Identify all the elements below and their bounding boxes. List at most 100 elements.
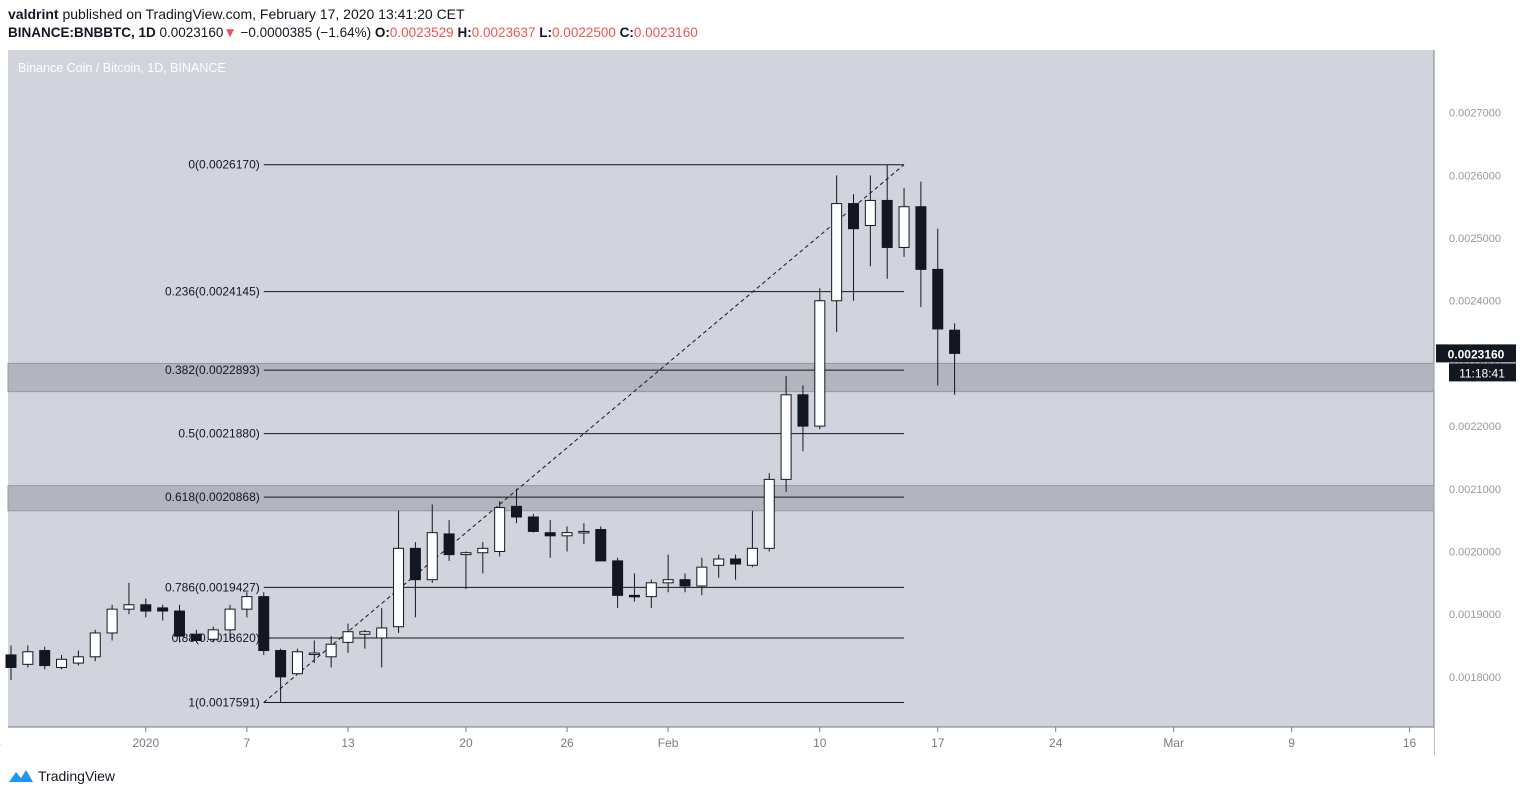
high-label: H: xyxy=(457,25,472,40)
candle[interactable] xyxy=(544,520,556,558)
candle-body-down xyxy=(5,654,17,668)
x-tick-label: Mar xyxy=(1163,736,1184,750)
candle[interactable] xyxy=(746,510,758,568)
candle[interactable] xyxy=(207,626,219,643)
support-zone[interactable] xyxy=(7,362,1435,393)
candle[interactable] xyxy=(308,640,320,664)
tradingview-brand: TradingView xyxy=(38,768,116,784)
candle[interactable] xyxy=(511,488,522,524)
fib-trendline[interactable] xyxy=(263,164,905,703)
candle-body-down xyxy=(949,329,961,354)
candle[interactable] xyxy=(780,375,792,492)
candle[interactable] xyxy=(376,607,388,668)
support-zone[interactable] xyxy=(7,485,1435,512)
candle[interactable] xyxy=(190,629,202,643)
candle[interactable] xyxy=(393,510,405,633)
candle[interactable] xyxy=(595,526,607,562)
candle[interactable] xyxy=(713,554,725,578)
candle[interactable] xyxy=(460,551,472,590)
low-label: L: xyxy=(539,25,553,40)
candle[interactable] xyxy=(763,473,775,552)
candle[interactable] xyxy=(359,629,371,649)
x-tick-label: 7 xyxy=(244,736,251,750)
candle[interactable] xyxy=(848,194,859,301)
fib-level-label: 0.5(0.0021880) xyxy=(178,427,259,441)
candle[interactable] xyxy=(494,501,506,557)
close-value: 0.0023160 xyxy=(633,25,698,40)
candle[interactable] xyxy=(915,181,927,308)
candle[interactable] xyxy=(224,604,236,640)
author-name[interactable]: valdrint xyxy=(8,6,59,22)
candle[interactable] xyxy=(106,604,118,641)
price-axis[interactable] xyxy=(1434,50,1516,727)
candle[interactable] xyxy=(612,557,624,608)
candle[interactable] xyxy=(426,504,438,583)
close-label: C: xyxy=(619,25,634,40)
candle[interactable] xyxy=(56,654,68,670)
x-tick-label: 20 xyxy=(459,736,473,750)
candle[interactable] xyxy=(696,557,708,596)
candle-body-up xyxy=(342,631,354,643)
candle[interactable] xyxy=(409,542,421,618)
candle[interactable] xyxy=(831,175,843,333)
candle[interactable] xyxy=(5,645,17,680)
candle-body-up xyxy=(578,530,590,534)
candle[interactable] xyxy=(89,629,101,662)
candle-body-down xyxy=(612,560,624,596)
candle-body-up xyxy=(106,608,118,634)
tradingview-logo-icon xyxy=(9,770,33,782)
candle[interactable] xyxy=(291,648,303,675)
candle[interactable] xyxy=(578,523,590,544)
candle[interactable] xyxy=(662,554,674,593)
candle-body-up xyxy=(645,582,657,598)
candle-body-up xyxy=(359,631,371,635)
candle[interactable] xyxy=(864,175,876,267)
candle[interactable] xyxy=(174,604,185,643)
candle[interactable] xyxy=(22,645,34,668)
candle-body-up xyxy=(477,547,489,554)
fib-level-label: 0.382(0.0022893) xyxy=(165,363,260,377)
candle[interactable] xyxy=(443,520,455,561)
tradingview-logo[interactable]: TradingView xyxy=(8,768,115,784)
candle[interactable] xyxy=(797,385,809,452)
candle[interactable] xyxy=(881,164,893,279)
candle[interactable] xyxy=(679,573,691,593)
candle-body-down xyxy=(39,650,51,667)
candle[interactable] xyxy=(39,646,51,670)
candle[interactable] xyxy=(730,554,742,580)
candle-body-down xyxy=(881,199,893,248)
symbol-name: BINANCE:BNBBTC, 1D xyxy=(8,25,156,40)
candle-body-down xyxy=(595,529,607,562)
candle-body-down xyxy=(258,596,270,652)
candle[interactable] xyxy=(932,228,944,386)
candle[interactable] xyxy=(628,573,640,602)
candle[interactable] xyxy=(123,582,135,615)
fib-level-label: 0.786(0.0019427) xyxy=(165,580,260,594)
candle[interactable] xyxy=(157,604,169,621)
candle[interactable] xyxy=(645,579,657,608)
candle[interactable] xyxy=(275,648,287,703)
candle[interactable] xyxy=(241,592,253,618)
candle[interactable] xyxy=(561,526,573,552)
candle-body-up xyxy=(224,608,236,631)
candle[interactable] xyxy=(949,323,961,395)
x-tick-label: 2020 xyxy=(132,736,159,750)
candle[interactable] xyxy=(477,542,489,574)
last-price-label: 0.0023160 xyxy=(1448,347,1505,361)
candle[interactable] xyxy=(72,650,84,666)
candle[interactable] xyxy=(342,623,354,654)
y-tick-label: 0.0024000 xyxy=(1449,296,1501,308)
candle[interactable] xyxy=(140,598,152,618)
candle[interactable] xyxy=(527,513,539,533)
candle[interactable] xyxy=(814,288,826,430)
price-change: −0.0000385 (−1.64%) xyxy=(240,25,372,40)
candle[interactable] xyxy=(258,592,270,655)
candle-body-up xyxy=(746,547,758,566)
time-axis[interactable] xyxy=(8,727,1434,755)
candle[interactable] xyxy=(898,187,910,257)
candle-body-up xyxy=(123,604,135,610)
candle-body-up xyxy=(72,656,84,664)
candle[interactable] xyxy=(325,636,337,668)
candle-body-up xyxy=(763,478,775,549)
